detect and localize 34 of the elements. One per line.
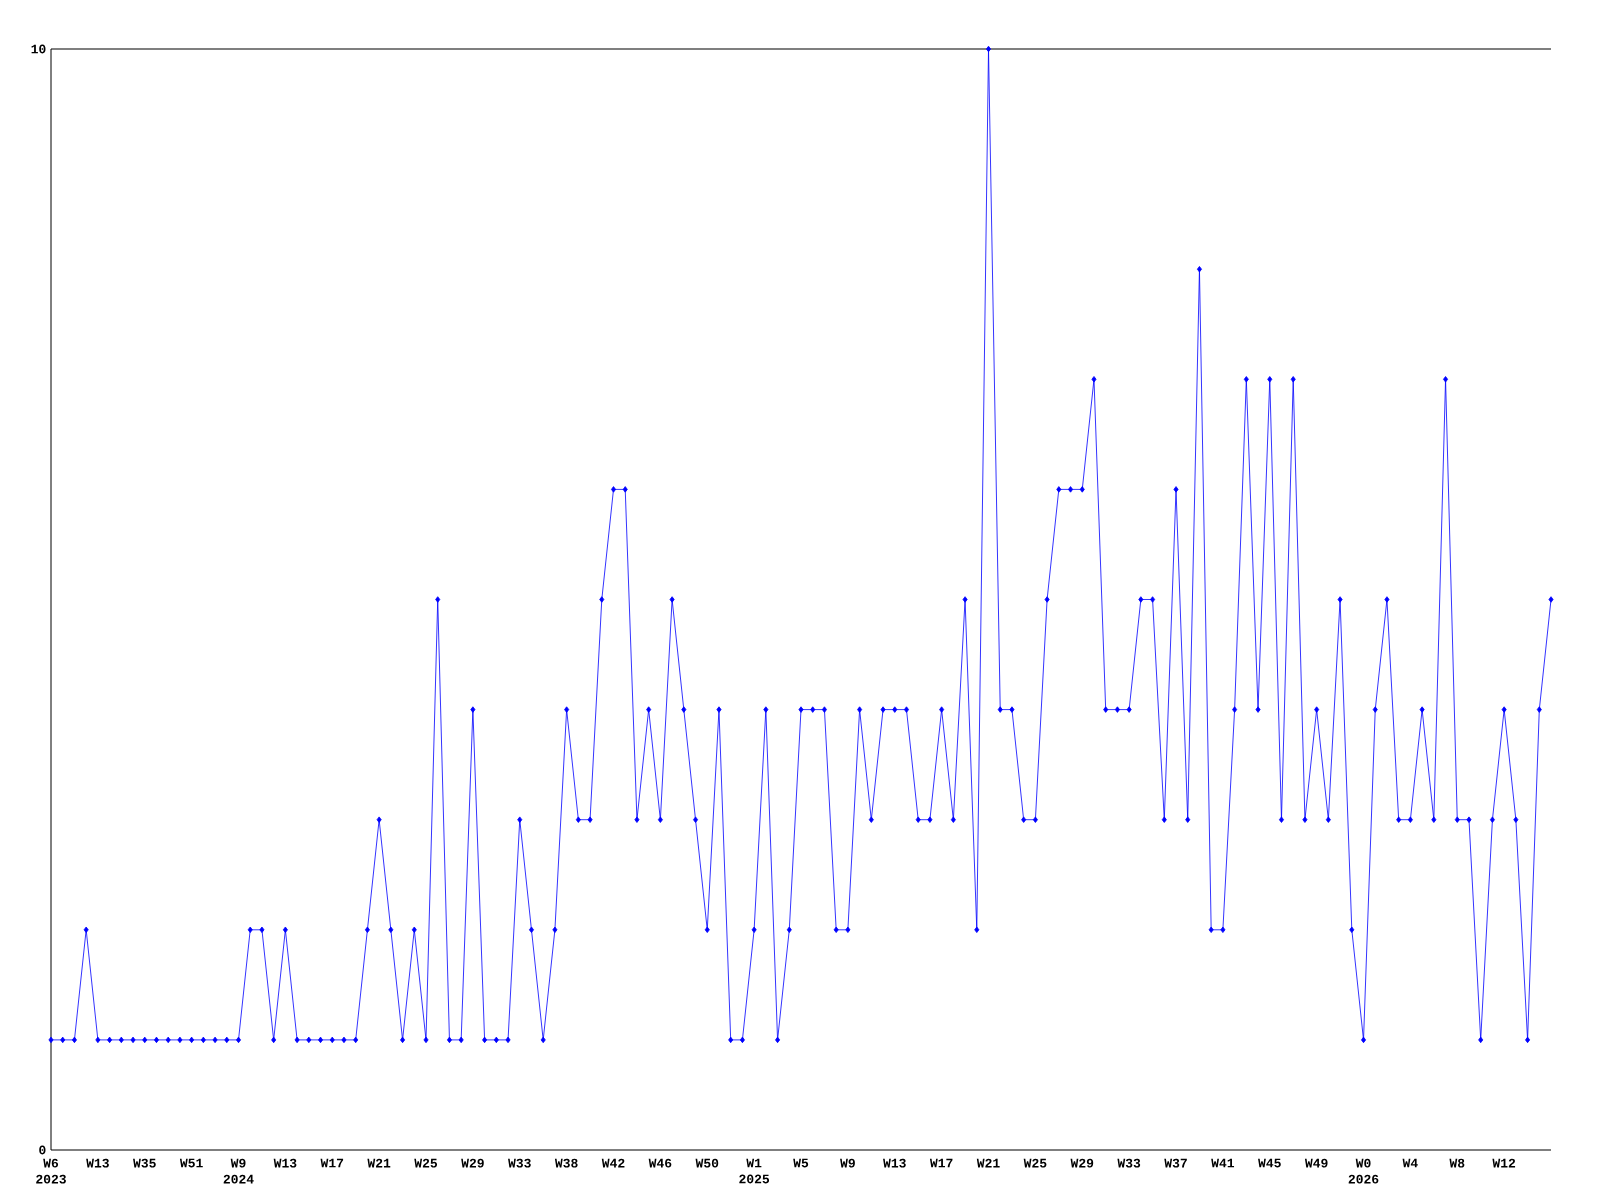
x-tick-label: W49 bbox=[1304, 1158, 1328, 1168]
x-tick-label: W9 2024 bbox=[223, 1158, 254, 1184]
x-tick-label: W9 bbox=[840, 1158, 855, 1168]
x-tick-label: W17 bbox=[320, 1158, 344, 1168]
x-tick-label: W41 bbox=[1211, 1158, 1235, 1168]
x-tick-label: W13 bbox=[273, 1158, 297, 1168]
x-tick-label: W37 bbox=[1164, 1158, 1187, 1168]
y-tick-label: 10 bbox=[31, 44, 46, 54]
x-tick-label: W38 bbox=[554, 1158, 578, 1168]
x-tick-label: W46 bbox=[648, 1158, 672, 1168]
x-tick-label: W4 bbox=[1402, 1158, 1418, 1168]
x-tick-label: W8 bbox=[1449, 1158, 1465, 1168]
x-tick-label: W51 bbox=[179, 1158, 203, 1168]
x-tick-label: W21 bbox=[976, 1158, 1000, 1168]
x-tick-label: W35 bbox=[133, 1158, 156, 1168]
x-tick-label: W6 2023 bbox=[36, 1158, 66, 1184]
x-tick-label: W33 bbox=[508, 1158, 531, 1168]
x-tick-label: W29 bbox=[461, 1158, 484, 1168]
x-tick-label: W12 bbox=[1492, 1158, 1516, 1168]
y-tick-label: 0 bbox=[39, 1145, 46, 1155]
x-tick-label: W17 bbox=[929, 1158, 953, 1168]
x-tick-label: W25 bbox=[1023, 1158, 1047, 1168]
x-tick-label: W13 bbox=[86, 1158, 109, 1168]
x-tick-label: W21 bbox=[367, 1158, 391, 1168]
x-tick-label: W42 bbox=[601, 1158, 625, 1168]
x-tick-label: W33 bbox=[1117, 1158, 1141, 1168]
x-tick-label: W29 bbox=[1070, 1158, 1094, 1168]
x-tick-label: W5 bbox=[793, 1158, 809, 1168]
x-tick-label: W0 2026 bbox=[1348, 1158, 1379, 1184]
x-tick-label: W50 bbox=[695, 1158, 719, 1168]
x-tick-label: W25 bbox=[414, 1158, 438, 1168]
x-tick-label: W45 bbox=[1258, 1158, 1281, 1168]
x-tick-label: W13 bbox=[883, 1158, 906, 1168]
x-tick-label: W1 2025 bbox=[739, 1158, 770, 1184]
